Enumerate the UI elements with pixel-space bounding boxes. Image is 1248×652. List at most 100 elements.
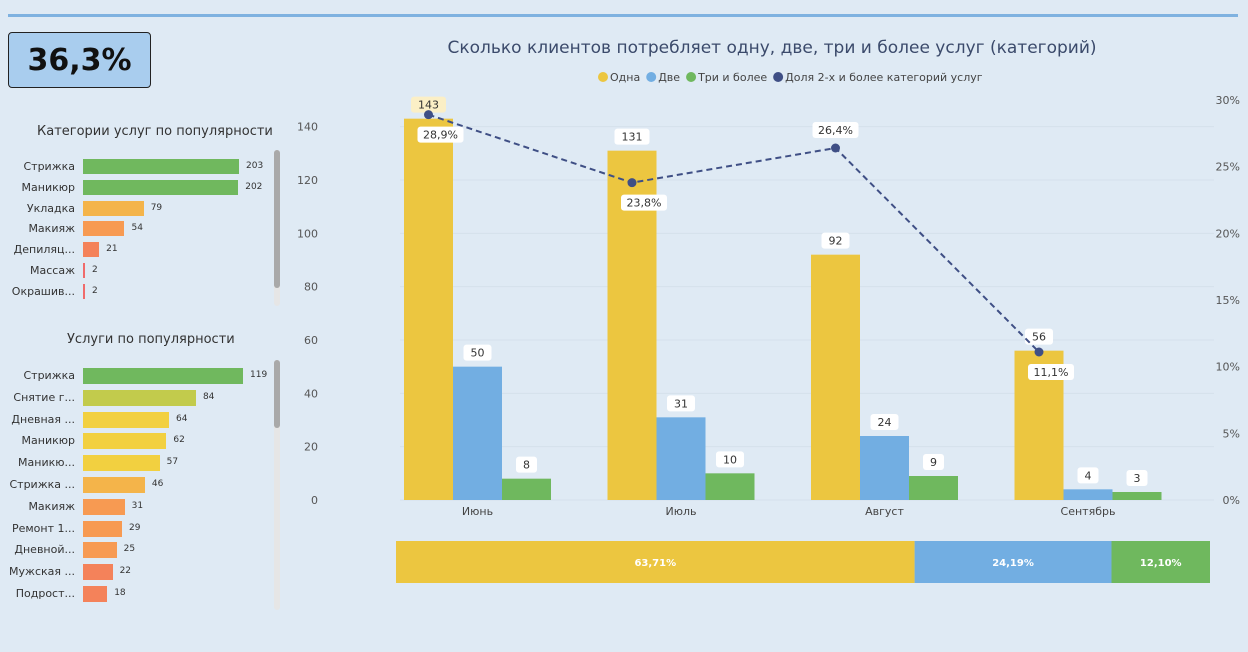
bar-data-label: 8 <box>523 459 530 472</box>
category-label: Макияж <box>28 222 75 236</box>
service-bar <box>83 368 243 384</box>
service-label: Снятие г... <box>13 390 75 404</box>
service-row[interactable]: Стрижка ... 46 <box>0 476 270 494</box>
bar-data-label: 24 <box>878 416 892 429</box>
y-tick-label: 120 <box>297 174 318 187</box>
categories-scrollbar[interactable] <box>274 150 280 306</box>
line-data-label-bg <box>621 194 667 211</box>
bar-data-label-bg <box>411 96 446 113</box>
service-bar <box>83 586 108 602</box>
bar-data-label: 56 <box>1032 331 1046 344</box>
service-bar <box>83 520 122 537</box>
kpi-card: 36,3% <box>8 32 151 88</box>
category-label: Стрижка <box>23 160 75 173</box>
service-label: Маникю... <box>18 456 75 470</box>
x-tick-label: Июнь <box>462 505 493 518</box>
bar-data-label: 4 <box>1085 469 1092 482</box>
line-point <box>1034 347 1044 357</box>
service-row[interactable]: Подрост... 18 <box>0 585 270 603</box>
service-row[interactable]: Макияж 31 <box>0 498 270 516</box>
category-bar <box>83 159 239 174</box>
y-tick-label: 100 <box>297 227 318 240</box>
share-segment-label: 24,19% <box>992 558 1034 569</box>
service-value: 25 <box>123 544 136 555</box>
service-value: 18 <box>114 588 126 598</box>
service-row[interactable]: Ремонт 1... 29 <box>0 520 270 538</box>
service-bar <box>83 433 167 450</box>
service-row[interactable]: Маникю... 57 <box>0 454 270 472</box>
service-row[interactable]: Стрижка 119 <box>0 367 270 385</box>
service-value: 31 <box>131 500 144 511</box>
top-divider-line <box>8 14 1238 17</box>
category-label: Массаж <box>30 264 75 277</box>
category-row[interactable]: Стрижка 203 <box>0 158 270 176</box>
category-row[interactable]: Маникюр 202 <box>0 179 270 197</box>
category-bar <box>83 179 239 195</box>
services-scrollbar[interactable] <box>274 360 280 610</box>
category-value: 79 <box>150 202 163 213</box>
share-segment <box>396 541 915 583</box>
category-row[interactable]: Макияж 54 <box>0 220 270 238</box>
category-label: Укладка <box>26 201 75 215</box>
category-row[interactable]: Депиляц... 21 <box>0 241 270 259</box>
legend-label: Две <box>658 71 680 84</box>
service-bar <box>83 411 170 428</box>
service-row[interactable]: Маникюр 62 <box>0 432 270 450</box>
service-value: 84 <box>202 391 215 402</box>
category-value: 54 <box>131 223 143 234</box>
y2-tick-label: 25% <box>1216 161 1240 174</box>
services-panel-title: Услуги по популярности <box>67 332 235 347</box>
bar-data-label: 143 <box>418 99 439 112</box>
line-data-label: 28,9% <box>423 129 458 142</box>
service-bar <box>83 389 196 406</box>
bar-Две <box>1063 489 1113 500</box>
y-tick-label: 140 <box>297 121 318 134</box>
service-label: Макияж <box>28 499 75 513</box>
categories-scrollbar-thumb[interactable] <box>274 150 280 288</box>
x-tick-label: Июль <box>665 505 696 518</box>
category-bar <box>83 221 125 237</box>
service-label: Дневной... <box>14 543 75 557</box>
y2-tick-label: 10% <box>1216 361 1240 374</box>
share-segment-label: 63,71% <box>634 558 676 569</box>
service-value: 22 <box>119 566 132 577</box>
service-row[interactable]: Дневная ... 64 <box>0 411 270 429</box>
bar-data-label-bg <box>614 128 650 145</box>
category-label: Депиляц... <box>13 243 75 257</box>
category-row[interactable]: Укладка 79 <box>0 200 270 218</box>
services-scrollbar-thumb[interactable] <box>274 360 280 428</box>
bar-data-label-bg <box>716 451 744 468</box>
y2-tick-label: 15% <box>1216 294 1240 307</box>
service-row[interactable]: Дневной... 25 <box>0 541 270 559</box>
category-row[interactable]: Окрашив... 2 <box>0 283 270 301</box>
bar-data-label: 131 <box>622 131 643 144</box>
category-value: 203 <box>246 161 264 171</box>
line-point <box>627 178 637 188</box>
category-value: 21 <box>106 244 118 255</box>
category-value: 202 <box>245 181 263 192</box>
line-point <box>831 143 840 153</box>
category-bar <box>83 242 100 258</box>
service-value: 64 <box>176 413 188 424</box>
service-row[interactable]: Снятие г... 84 <box>0 389 270 407</box>
share-segment-label: 12,10% <box>1140 558 1182 569</box>
bar-Три и более <box>502 478 551 500</box>
service-row[interactable]: Мужская ... 22 <box>0 563 270 581</box>
bar-Две <box>656 417 706 500</box>
service-bar <box>83 455 160 472</box>
category-row[interactable]: Массаж 2 <box>0 262 270 280</box>
kpi-value: 36,3% <box>27 42 132 78</box>
service-label: Ремонт 1... <box>11 521 75 535</box>
bar-data-label-bg <box>463 344 492 361</box>
y-tick-label: 40 <box>304 387 318 400</box>
bar-data-label-bg <box>667 395 695 412</box>
legend-marker <box>773 72 784 82</box>
bar-data-label-bg <box>870 414 899 430</box>
legend-label: Одна <box>610 71 640 84</box>
bar-data-label: 10 <box>723 453 737 466</box>
line-data-label-bg <box>417 126 464 143</box>
service-bar <box>83 477 145 493</box>
bar-data-label: 92 <box>829 235 843 248</box>
bar-data-label-bg <box>1025 328 1053 345</box>
service-label: Стрижка <box>23 369 75 382</box>
